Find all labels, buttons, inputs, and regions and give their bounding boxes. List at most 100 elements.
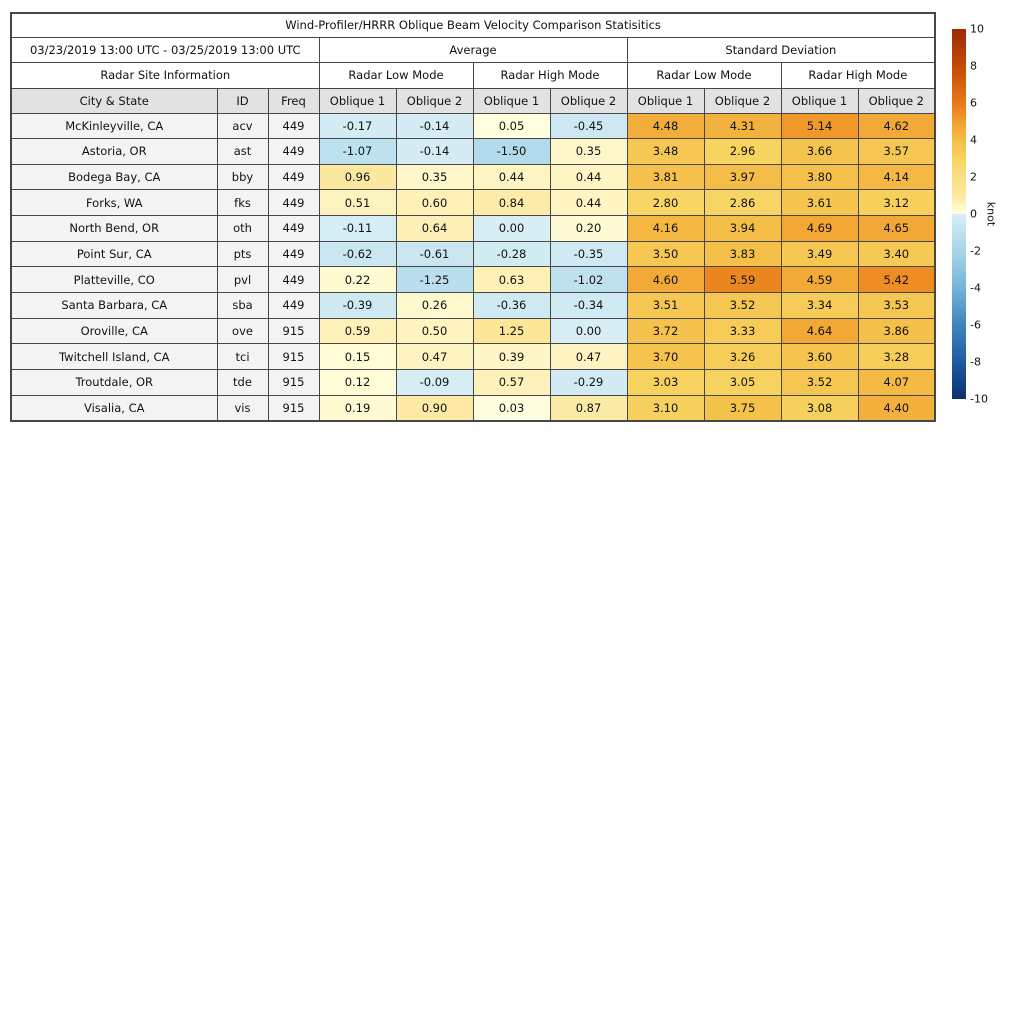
value-cell: 3.81 (626, 163, 705, 191)
value-cell: 3.51 (626, 292, 705, 319)
table-body: McKinleyville, CA acv 449 -0.17 -0.14 0.05 -0.… (10, 112, 936, 422)
value-cell: -0.39 (318, 292, 397, 319)
city-cell: Forks, WA (10, 189, 218, 217)
group-standard-deviation: Standard Deviation (626, 36, 936, 63)
value-cell: 3.72 (626, 317, 705, 345)
value-cell: 3.10 (626, 394, 705, 422)
site-id-cell: acv (216, 112, 269, 140)
city-cell: Troutdale, OR (10, 369, 218, 396)
city-cell: Bodega Bay, CA (10, 163, 218, 191)
value-cell: -0.09 (395, 369, 474, 396)
value-cell: 0.35 (549, 138, 628, 165)
value-cell: 0.22 (318, 266, 397, 294)
col-header-oblique: Oblique 1 (626, 87, 705, 114)
freq-cell: 449 (267, 189, 320, 217)
site-id-cell: ove (216, 317, 269, 345)
value-cell: 0.90 (395, 394, 474, 422)
city-cell: North Bend, OR (10, 215, 218, 242)
city-cell: Point Sur, CA (10, 240, 218, 268)
value-cell: 0.50 (395, 317, 474, 345)
column-header-row: City & State ID Freq Oblique 1 Oblique 2… (10, 87, 936, 114)
colorbar (952, 29, 966, 399)
site-id-cell: vis (216, 394, 269, 422)
colorbar-tick-label: -8 (970, 355, 981, 369)
value-cell: 5.42 (857, 266, 936, 294)
value-cell: -1.25 (395, 266, 474, 294)
value-cell: 3.40 (857, 240, 936, 268)
value-cell: 4.62 (857, 112, 936, 140)
colorbar-tick-label: -6 (970, 318, 981, 332)
table-row: Astoria, OR ast 449 -1.07 -0.14 -1.50 0.35 3.48… (10, 138, 936, 165)
value-cell: 0.87 (549, 394, 628, 422)
value-cell: 3.05 (703, 369, 782, 396)
mode-header-avg-low: Radar Low Mode (318, 61, 474, 89)
mode-header-avg-high: Radar High Mode (472, 61, 628, 89)
freq-cell: 449 (267, 138, 320, 165)
site-id-cell: pvl (216, 266, 269, 294)
value-cell: 0.26 (395, 292, 474, 319)
value-cell: 3.57 (857, 138, 936, 165)
value-cell: 0.35 (395, 163, 474, 191)
value-cell: 3.97 (703, 163, 782, 191)
radar-site-information-header: Radar Site Information (10, 61, 320, 89)
value-cell: 3.28 (857, 343, 936, 371)
site-id-cell: oth (216, 215, 269, 242)
value-cell: 0.15 (318, 343, 397, 371)
table-row: Visalia, CA vis 915 0.19 0.90 0.03 0.87 3.10 3.7… (10, 394, 936, 422)
col-header-oblique: Oblique 2 (703, 87, 782, 114)
value-cell: 3.52 (780, 369, 859, 396)
group-header-row: 03/23/2019 13:00 UTC - 03/25/2019 13:00 … (10, 36, 936, 63)
value-cell: 0.19 (318, 394, 397, 422)
value-cell: 5.14 (780, 112, 859, 140)
site-id-cell: ast (216, 138, 269, 165)
value-cell: 4.59 (780, 266, 859, 294)
city-cell: Oroville, CA (10, 317, 218, 345)
table-row: Platteville, CO pvl 449 0.22 -1.25 0.63 -1.02 4… (10, 266, 936, 294)
col-header-freq: Freq (267, 87, 320, 114)
table-row: Forks, WA fks 449 0.51 0.60 0.84 0.44 2.80 2.86 3… (10, 189, 936, 217)
site-id-cell: tci (216, 343, 269, 371)
freq-cell: 915 (267, 394, 320, 422)
value-cell: 4.14 (857, 163, 936, 191)
colorbar-tick-label: -2 (970, 244, 981, 258)
value-cell: -0.45 (549, 112, 628, 140)
value-cell: 0.00 (472, 215, 551, 242)
colorbar-tick-label: 4 (970, 133, 977, 147)
value-cell: 5.59 (703, 266, 782, 294)
value-cell: -0.11 (318, 215, 397, 242)
freq-cell: 915 (267, 369, 320, 396)
value-cell: 3.83 (703, 240, 782, 268)
value-cell: 0.44 (549, 189, 628, 217)
value-cell: 0.47 (549, 343, 628, 371)
value-cell: -0.62 (318, 240, 397, 268)
value-cell: 3.70 (626, 343, 705, 371)
value-cell: 0.47 (395, 343, 474, 371)
col-header-id: ID (216, 87, 269, 114)
city-cell: Astoria, OR (10, 138, 218, 165)
value-cell: 4.31 (703, 112, 782, 140)
freq-cell: 449 (267, 292, 320, 319)
city-cell: Visalia, CA (10, 394, 218, 422)
table-row: North Bend, OR oth 449 -0.11 0.64 0.00 0.20 4.1… (10, 215, 936, 242)
col-header-oblique: Oblique 2 (549, 87, 628, 114)
value-cell: 4.40 (857, 394, 936, 422)
table-row: Troutdale, OR tde 915 0.12 -0.09 0.57 -0.29 3.0… (10, 369, 936, 396)
value-cell: 3.33 (703, 317, 782, 345)
col-header-oblique: Oblique 2 (857, 87, 936, 114)
colorbar-tick-label: 2 (970, 170, 977, 184)
value-cell: -0.34 (549, 292, 628, 319)
value-cell: 3.03 (626, 369, 705, 396)
freq-cell: 915 (267, 317, 320, 345)
value-cell: 4.69 (780, 215, 859, 242)
value-cell: 3.86 (857, 317, 936, 345)
table-row: Point Sur, CA pts 449 -0.62 -0.61 -0.28 -0.35 3… (10, 240, 936, 268)
value-cell: 3.08 (780, 394, 859, 422)
city-cell: Santa Barbara, CA (10, 292, 218, 319)
value-cell: -0.61 (395, 240, 474, 268)
value-cell: -0.17 (318, 112, 397, 140)
mode-header-std-low: Radar Low Mode (626, 61, 782, 89)
value-cell: 0.63 (472, 266, 551, 294)
value-cell: 0.57 (472, 369, 551, 396)
value-cell: -1.07 (318, 138, 397, 165)
